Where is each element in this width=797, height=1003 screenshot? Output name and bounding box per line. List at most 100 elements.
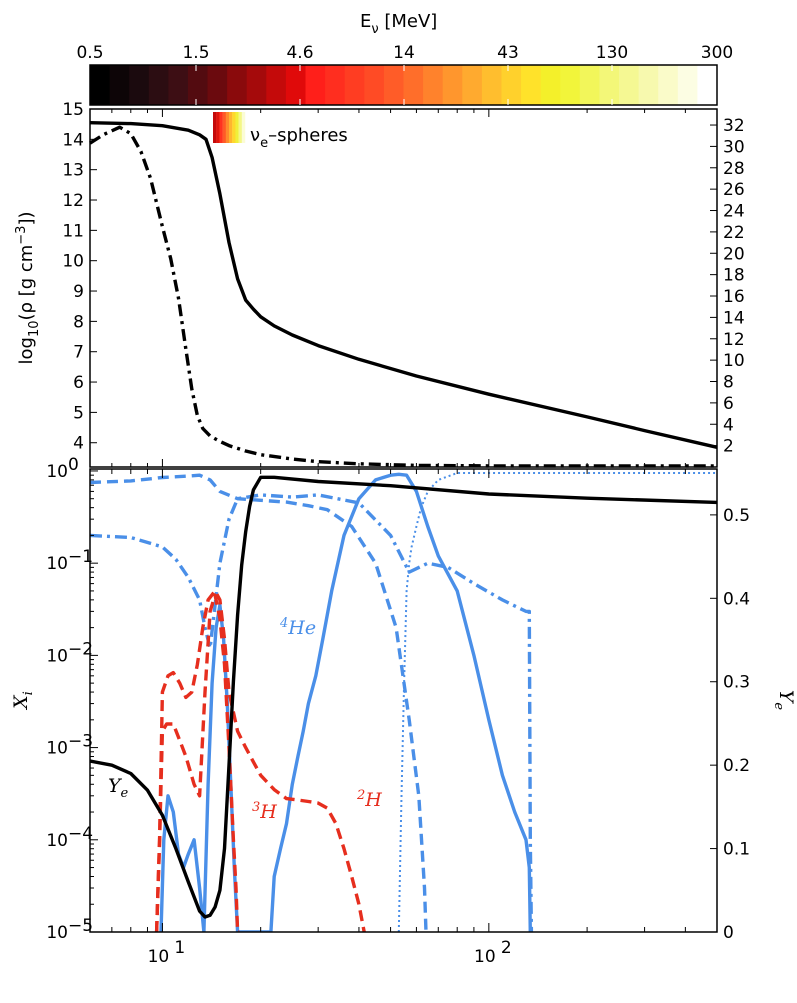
- bottom-y2tick-label: 0: [723, 923, 734, 943]
- colorbar-cell: [207, 65, 228, 105]
- top-y2tick-label: 4: [723, 415, 734, 435]
- colorbar-cell: [325, 65, 346, 105]
- top-ytick-label: 15: [62, 100, 84, 120]
- top-y2tick-label: 6: [723, 394, 734, 414]
- top-y2tick-label: 8: [723, 373, 734, 393]
- top-y2tick-label: 12: [723, 330, 745, 350]
- bottom-ylabel-display: Xi: [10, 691, 36, 711]
- deuterium-label-display: 2H: [356, 788, 382, 811]
- helium4-label-display: 4He: [279, 616, 316, 639]
- top-ytick-label: 11: [62, 221, 84, 241]
- nu-sphere-stripe: [216, 112, 220, 143]
- colorbar-cell: [423, 65, 444, 105]
- rho-series: [89, 121, 718, 449]
- top-ytick-label: 13: [62, 161, 84, 181]
- helium4-series: [159, 472, 532, 932]
- colorbar-tick-label: 0.5: [76, 43, 103, 63]
- bottom-ytick-label: 10: [46, 831, 68, 851]
- top-ytick-label: 14: [62, 130, 84, 150]
- colorbar-cell: [677, 65, 698, 105]
- bottom-panel-axes: 10−510−410−310−210−110 000.10.20.30.40.51…: [10, 455, 797, 967]
- colorbar-cell: [540, 65, 561, 105]
- top-y2tick-label: 14: [723, 308, 745, 328]
- nu-sphere-stripe: [232, 112, 236, 143]
- bottom-panel-series: [90, 472, 717, 932]
- top-y2tick-label: 24: [723, 202, 745, 222]
- top-ytick-label: 12: [62, 191, 84, 211]
- top-y2tick-label: 28: [723, 159, 745, 179]
- deuterium-series: [154, 589, 366, 932]
- bottom-xtick-exponent: 2: [501, 938, 512, 958]
- top-ytick-label: 4: [73, 434, 84, 454]
- bottom-ytick-exponent: −2: [68, 639, 93, 659]
- bottom-y2label-display: Ye: [771, 690, 797, 711]
- bottom-ytick-label: 10: [46, 739, 68, 759]
- colorbar-title: Eν [MeV]: [360, 11, 437, 37]
- bottom-y2tick-label: 0.3: [723, 673, 750, 693]
- tritium-series: [154, 593, 240, 932]
- bottom-ytick-exponent: −3: [68, 732, 93, 752]
- bottom-ytick-exponent: −1: [68, 547, 93, 567]
- top-ytick-label: 10: [62, 252, 84, 272]
- top-panel-axes: 4567891011121314152468101214161820222426…: [14, 100, 745, 468]
- bottom-xtick-label: 10: [148, 947, 170, 967]
- colorbar-cell: [90, 65, 111, 105]
- top-ytick-label: 5: [73, 403, 84, 423]
- top-y2tick-label: 20: [723, 244, 745, 264]
- colorbar-cell: [658, 65, 679, 105]
- bottom-xtick-exponent: 1: [174, 938, 185, 958]
- top-y2tick-label: 30: [723, 137, 745, 157]
- colorbar-cell: [148, 65, 169, 105]
- colorbar-cell: [521, 65, 542, 105]
- nu-sphere-stripe: [229, 112, 233, 143]
- top-panel-series: [89, 112, 718, 468]
- bottom-y2tick-label: 0.2: [723, 756, 750, 776]
- bottom-y2tick-label: 0.4: [723, 589, 750, 609]
- temperature-series: [89, 125, 717, 468]
- bottom-panel-annotations: 4He 3H 2H Ye: [108, 616, 382, 823]
- bottom-ytick-exponent: −4: [68, 824, 93, 844]
- top-y2tick-label: 22: [723, 223, 745, 243]
- bottom-xtick-label: 10: [474, 947, 496, 967]
- colorbar-cell: [560, 65, 581, 105]
- top-y2tick-label: 32: [723, 116, 745, 136]
- colorbar-cell: [638, 65, 659, 105]
- bottom-ytick-label: 10: [46, 646, 68, 666]
- colorbar-cell: [305, 65, 326, 105]
- colorbar-cell: [227, 65, 248, 105]
- colorbar-cell: [579, 65, 601, 105]
- bottom-ytick-exponent: −5: [68, 916, 93, 936]
- top-y2tick-label: 18: [723, 266, 745, 286]
- colorbar-cells: [90, 65, 718, 105]
- colorbar-cell: [246, 65, 267, 105]
- colorbar-cell: [383, 65, 405, 105]
- top-ylabel-display: log10(ρ [g cm−3]): [14, 212, 42, 365]
- colorbar-cell: [187, 65, 209, 105]
- nu-sphere-stripe: [219, 112, 223, 143]
- top-ytick-label: 9: [73, 282, 84, 302]
- nu-sphere-stripe: [225, 112, 230, 143]
- colorbar-cell: [129, 65, 150, 105]
- nu-sphere-stripe: [222, 112, 226, 143]
- nu-sphere-stripe: [213, 112, 217, 143]
- colorbar-tick-label: 4.6: [286, 43, 313, 63]
- bottom-ytick-label: 10: [46, 554, 68, 574]
- colorbar-cell: [462, 65, 483, 105]
- colorbar-cell: [501, 65, 522, 105]
- colorbar-cell: [364, 65, 385, 105]
- colorbar-tick-label: 43: [497, 43, 519, 63]
- bottom-ytick-label: 10: [46, 923, 68, 943]
- colorbar-cell: [481, 65, 503, 105]
- colorbar-tick-label: 130: [596, 43, 628, 63]
- colorbar-title-display: Eν [MeV]: [360, 11, 437, 37]
- colorbar-cell: [285, 65, 307, 105]
- nu-sphere-stripe: [238, 112, 242, 143]
- colorbar-tick-label: 300: [701, 43, 733, 63]
- bottom-y2tick-label: 0.1: [723, 840, 750, 860]
- bottom-y2tick-label: 0.5: [723, 506, 750, 526]
- tritium-label-display: 3H: [252, 800, 277, 823]
- colorbar-cell: [403, 65, 424, 105]
- ye-series: [90, 475, 717, 919]
- top-panel-frame: [89, 108, 718, 468]
